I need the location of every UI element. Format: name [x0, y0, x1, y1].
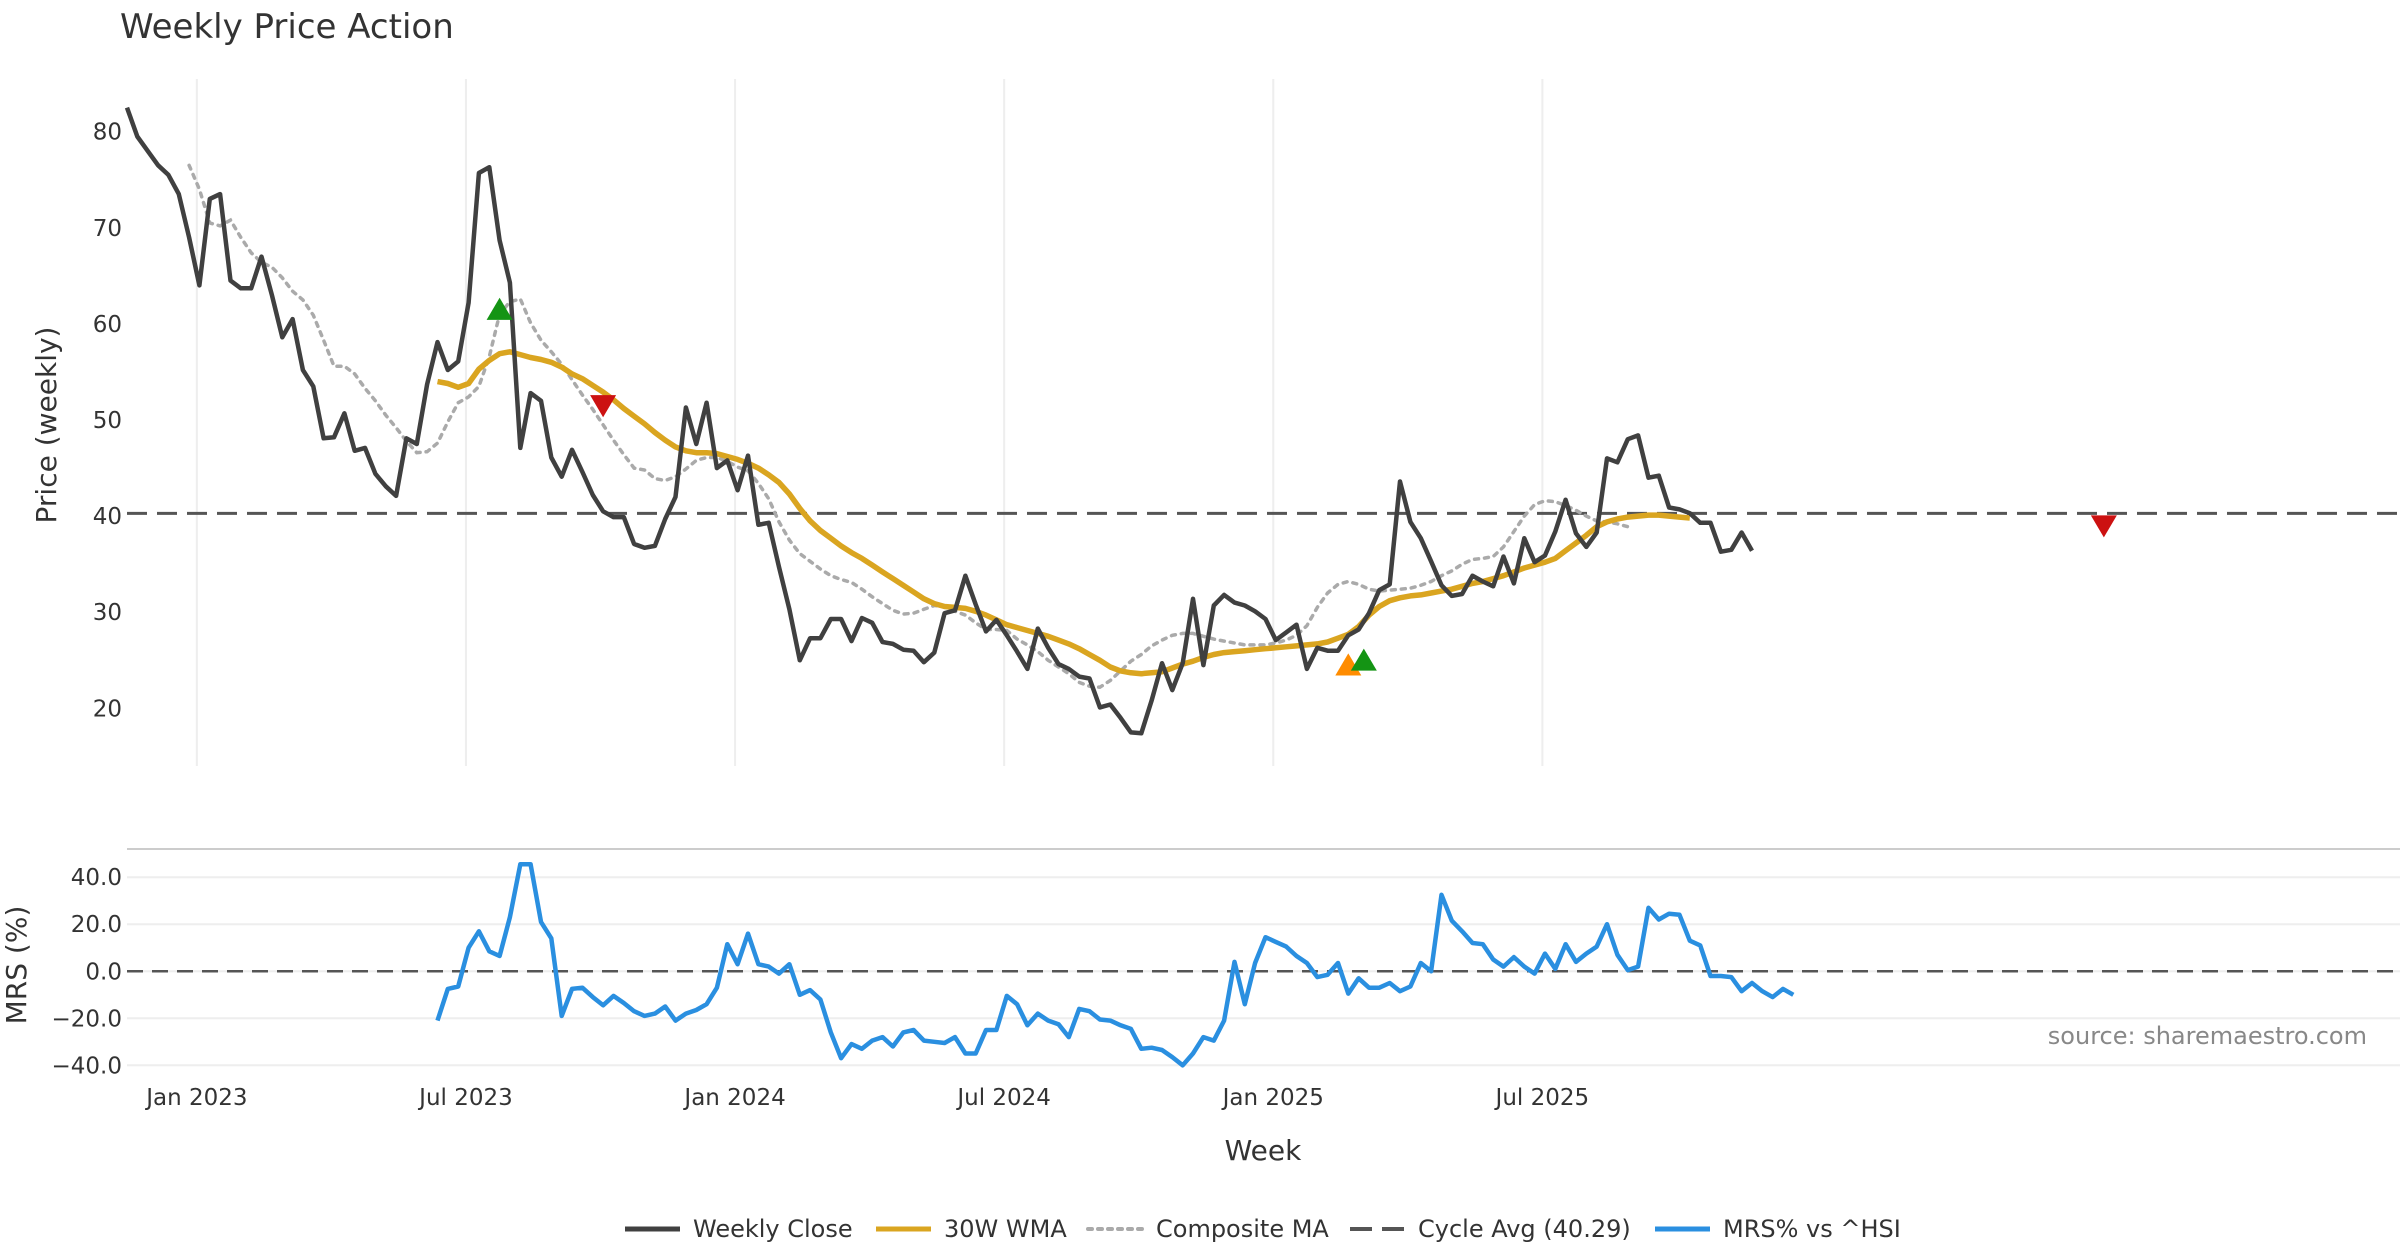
mrs-y-tick-label: 40.0 — [71, 865, 122, 891]
x-tick-label: Jul 2024 — [955, 1085, 1051, 1111]
price-y-tick-label: 80 — [93, 120, 122, 146]
price-y-ticks: 20 30 40 50 60 70 80 — [93, 120, 122, 723]
mrs-y-tick-label: 20.0 — [71, 912, 122, 938]
legend-label: Cycle Avg (40.29) — [1418, 1215, 1631, 1243]
signal-up-triangle — [486, 297, 513, 320]
mrs-y-axis-label: MRS (%) — [0, 906, 33, 1025]
mrs-y-tick-label: 0.0 — [85, 959, 122, 985]
signal-down-triangle — [2090, 515, 2117, 538]
price-y-tick-label: 70 — [93, 216, 122, 242]
signal-down-triangle — [590, 395, 617, 418]
composite-ma-line — [187, 163, 1630, 690]
signal-up-triangle — [1350, 648, 1377, 671]
x-tick-label: Jan 2023 — [144, 1085, 247, 1111]
price-y-tick-label: 30 — [93, 600, 122, 626]
price-y-axis-label: Price (weekly) — [30, 327, 63, 524]
legend-label: Weekly Close — [693, 1215, 853, 1243]
legend-label: Composite MA — [1156, 1215, 1329, 1243]
mrs-line — [435, 862, 1795, 1068]
x-tick-label: Jan 2024 — [682, 1085, 785, 1111]
signal-markers — [486, 297, 2117, 676]
price-grid — [195, 79, 1544, 766]
mrs-y-tick-label: −40.0 — [52, 1053, 122, 1079]
chart-title: Weekly Price Action — [120, 7, 454, 47]
source-note: source: sharemaestro.com — [2048, 1022, 2367, 1050]
weekly-close-line — [124, 106, 1754, 736]
legend-label: 30W WMA — [944, 1215, 1067, 1243]
x-tick-label: Jul 2025 — [1494, 1085, 1590, 1111]
price-series — [124, 106, 1754, 736]
x-tick-label: Jan 2025 — [1221, 1085, 1324, 1111]
x-ticks: Jan 2023 Jul 2023 Jan 2024 Jul 2024 Jan 2025… — [144, 1085, 1589, 1111]
x-tick-label: Jul 2023 — [417, 1085, 513, 1111]
mrs-series — [435, 862, 1795, 1068]
price-y-tick-label: 60 — [93, 312, 122, 338]
mrs-y-ticks: 40.0 20.0 0.0 −20.0 −40.0 — [52, 865, 122, 1079]
legend: Weekly Close 30W WMA Composite MA Cycle Avg… — [625, 1215, 1901, 1243]
x-axis-label: Week — [1225, 1134, 1302, 1167]
price-y-tick-label: 40 — [93, 504, 122, 530]
price-y-tick-label: 50 — [93, 408, 122, 434]
legend-label: MRS% vs ^HSI — [1723, 1215, 1901, 1243]
price-y-tick-label: 20 — [93, 696, 122, 722]
mrs-y-tick-label: −20.0 — [52, 1006, 122, 1032]
